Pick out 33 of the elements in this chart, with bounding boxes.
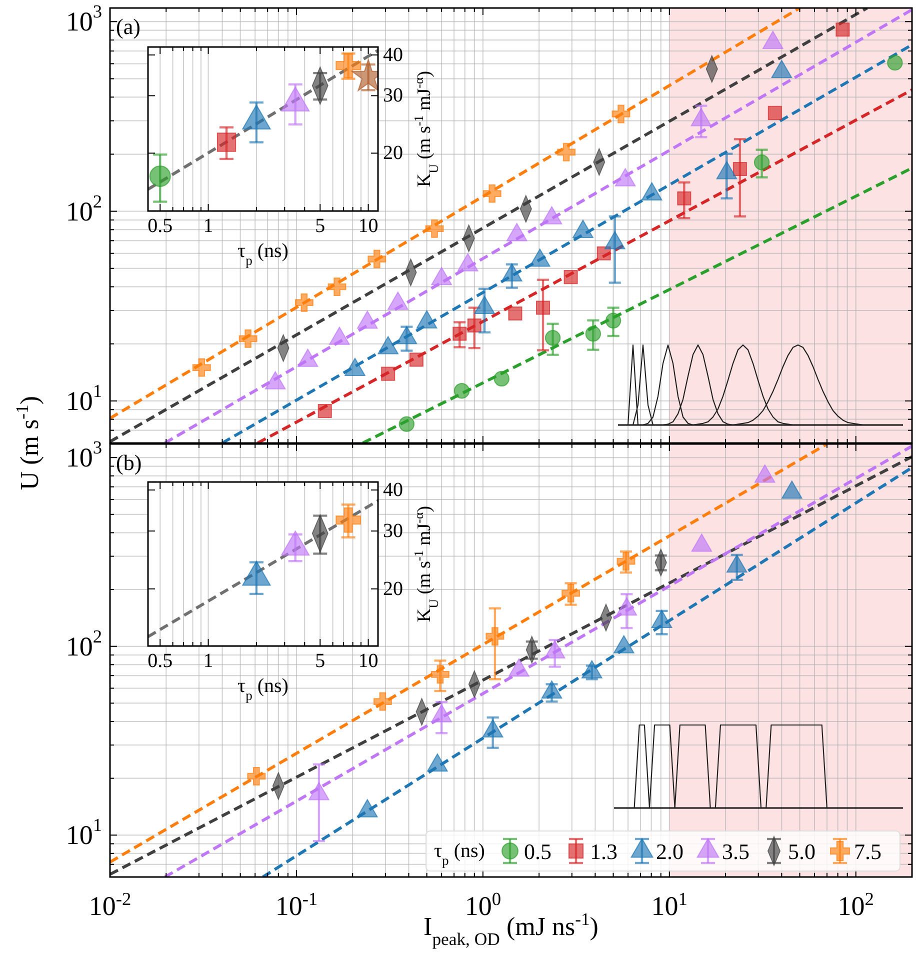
legend-label: 0.5 bbox=[524, 839, 552, 864]
x-tick-label: 10 bbox=[358, 650, 378, 672]
x-tick-label: 10$^{1}$ bbox=[651, 889, 688, 921]
y-tick-label: 30 bbox=[383, 84, 403, 107]
legend-label: 3.5 bbox=[722, 839, 750, 864]
y-tick-label: 40 bbox=[383, 478, 403, 501]
x-tick-label: 1 bbox=[203, 650, 214, 672]
legend-title: τ$_{p}$ (ns) bbox=[434, 840, 485, 868]
y-tick-label: 10$^{1}$ bbox=[66, 815, 102, 850]
legend-label: 7.5 bbox=[854, 839, 882, 864]
annotation: (b) bbox=[116, 450, 142, 475]
y-tick-label: 30 bbox=[383, 520, 403, 542]
y-tick-label: 10$^{3}$ bbox=[66, 2, 102, 37]
x-tick-label: 10 bbox=[358, 215, 378, 237]
y-tick-label: 20 bbox=[383, 578, 403, 600]
x-tick-label: 0.5 bbox=[148, 215, 173, 237]
annotation: (a) bbox=[116, 14, 140, 39]
x-axis-title: τ$_{p}$ (ns) bbox=[238, 240, 288, 268]
y-tick-label: 10$^{3}$ bbox=[66, 438, 102, 473]
y-tick-label: 40 bbox=[383, 44, 403, 66]
x-tick-label: 5 bbox=[315, 650, 326, 672]
x-axis-title: τ$_{p}$ (ns) bbox=[238, 675, 288, 702]
legend-label: 2.0 bbox=[656, 839, 684, 864]
x-tick-label: 1 bbox=[203, 215, 214, 237]
x-tick-label: 5 bbox=[315, 215, 326, 237]
legend-label: 1.3 bbox=[590, 839, 618, 864]
x-tick-label: 10$^{-2}$ bbox=[88, 889, 132, 921]
y-tick-label: 10$^{1}$ bbox=[66, 380, 102, 416]
x-tick-label: 10$^{2}$ bbox=[838, 889, 874, 921]
y-tick-label: 20 bbox=[383, 142, 403, 164]
x-tick-label: 0.5 bbox=[148, 650, 173, 672]
legend-label: 5.0 bbox=[788, 839, 816, 864]
x-tick-label: 10$^{-1}$ bbox=[275, 889, 318, 921]
